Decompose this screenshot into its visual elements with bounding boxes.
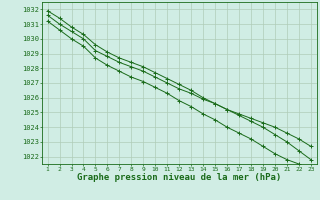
X-axis label: Graphe pression niveau de la mer (hPa): Graphe pression niveau de la mer (hPa) — [77, 173, 281, 182]
